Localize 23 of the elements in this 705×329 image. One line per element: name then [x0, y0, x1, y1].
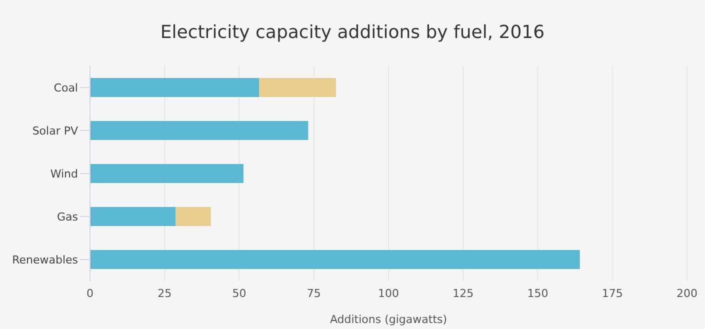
bar	[90, 250, 580, 270]
bar	[90, 207, 176, 226]
x-tick-label: 75	[306, 286, 321, 300]
y-tick-label: Wind	[50, 167, 78, 180]
y-tick-label: Solar PV	[32, 124, 78, 138]
bar	[90, 78, 260, 98]
x-axis-title: Additions (gigawatts)	[330, 313, 448, 326]
y-tick-label: Renewables	[12, 253, 78, 266]
x-tick-label: 175	[602, 286, 623, 300]
bar	[90, 164, 244, 184]
bar	[259, 78, 336, 98]
y-tick-label: Coal	[54, 81, 78, 94]
x-tick-label: 100	[378, 286, 399, 300]
bar	[90, 121, 308, 140]
x-tick-label: 125	[452, 286, 474, 300]
chart-title: Electricity capacity additions by fuel, 2016	[159, 22, 546, 43]
x-tick-label: 25	[158, 286, 172, 300]
x-tick-label: 150	[527, 286, 548, 300]
x-tick-label: 0	[86, 286, 94, 300]
x-tick-label: 200	[676, 286, 698, 300]
x-tick-label: 50	[232, 286, 246, 300]
y-tick-label: Gas	[57, 210, 78, 224]
bar	[176, 207, 211, 226]
